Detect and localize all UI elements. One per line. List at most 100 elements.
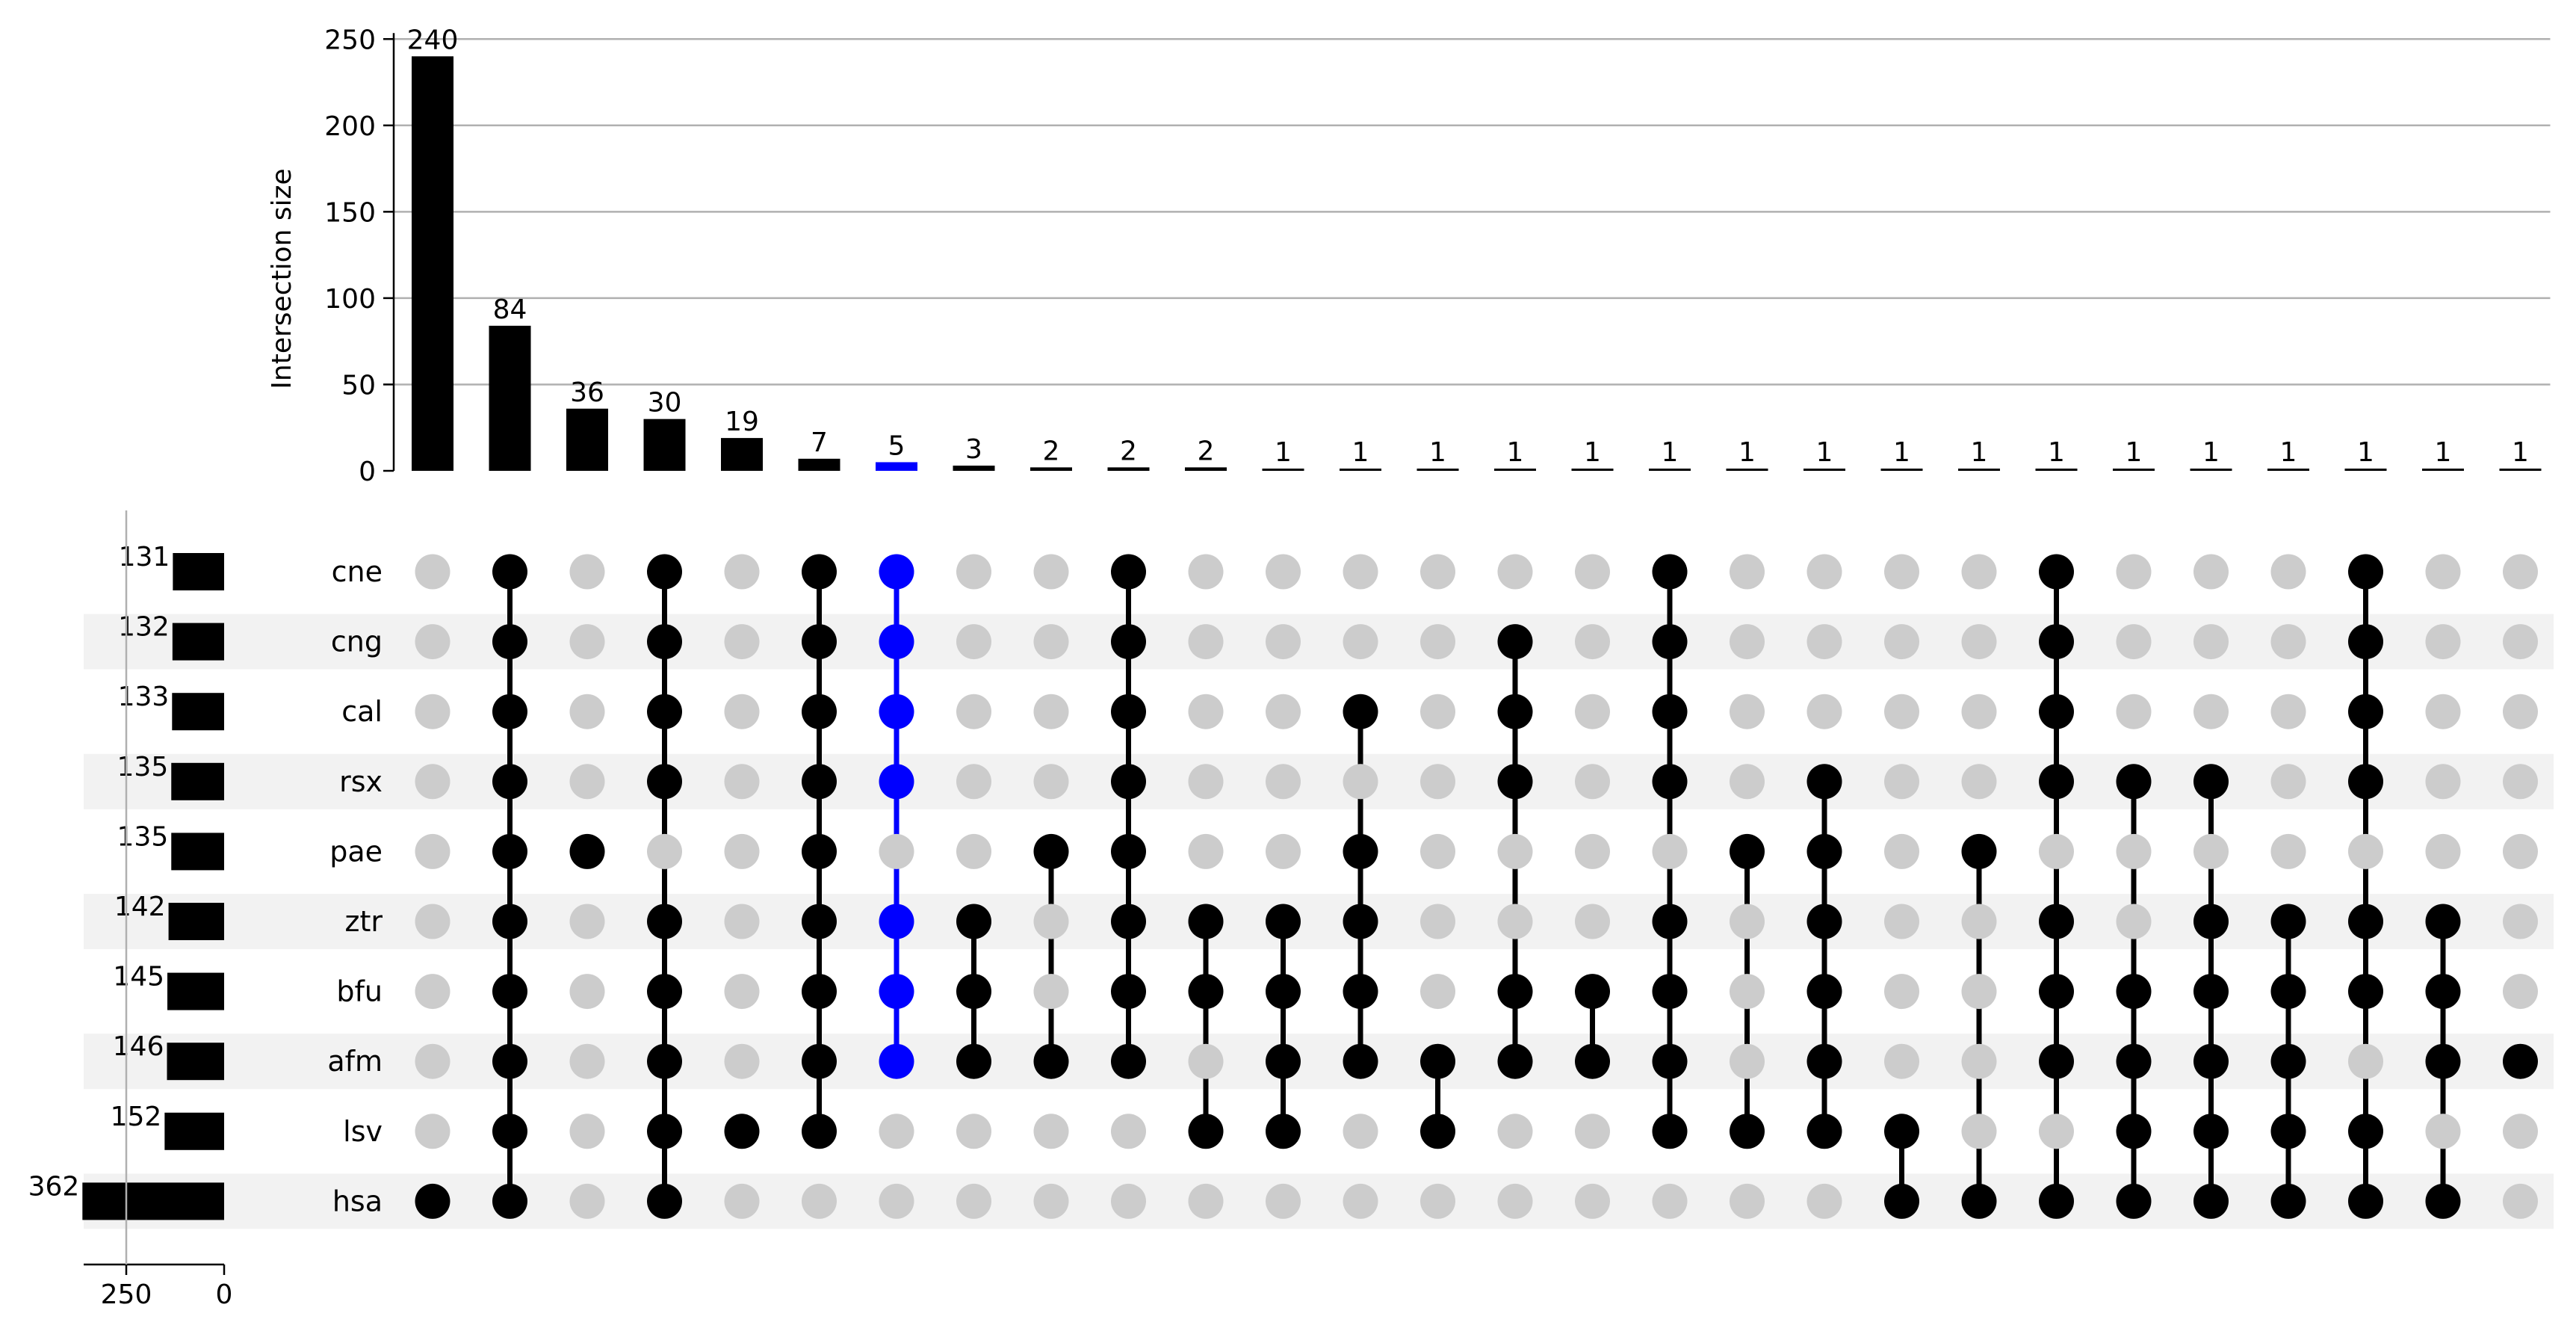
intersection-matrix	[415, 554, 2538, 1219]
matrix-dot-inactive	[1884, 974, 1919, 1010]
matrix-dot-active	[1652, 904, 1688, 939]
set-label: lsv	[343, 1115, 383, 1148]
set-label: cng	[331, 626, 383, 658]
intersection-bar	[953, 466, 995, 471]
matrix-dot-inactive	[569, 554, 605, 590]
matrix-dot-inactive	[569, 904, 605, 939]
matrix-dot-inactive	[1420, 694, 1455, 729]
bar-value-label: 36	[570, 377, 604, 408]
matrix-dot-inactive	[1652, 833, 1688, 869]
matrix-dot-active	[647, 1114, 682, 1149]
matrix-dot-inactive	[1188, 1043, 1224, 1079]
matrix-dot-active	[2425, 1043, 2461, 1079]
set-size-bar	[172, 693, 224, 731]
matrix-dot-active	[2348, 694, 2383, 729]
set-label: hsa	[332, 1185, 383, 1217]
intersection-bar	[1417, 469, 1459, 471]
matrix-dot-active	[492, 554, 527, 590]
matrix-dot-inactive	[1730, 694, 1765, 729]
intersection-bar	[1185, 467, 1227, 471]
matrix-dot-active	[1111, 833, 1146, 869]
matrix-dot-inactive	[2193, 624, 2229, 660]
matrix-dot-inactive	[1111, 1183, 1146, 1219]
matrix-dot-active	[1497, 694, 1533, 729]
matrix-dot-inactive	[2503, 694, 2538, 729]
intersection-bar	[2422, 469, 2464, 471]
matrix-dot-active	[647, 1043, 682, 1079]
matrix-dot-inactive	[1343, 624, 1378, 660]
bar-value-label: 7	[811, 427, 828, 458]
bar-value-label: 1	[1584, 437, 1601, 468]
matrix-dot-active	[1806, 1114, 1842, 1149]
intersection-bar	[643, 419, 686, 471]
matrix-dot-active	[1111, 624, 1146, 660]
matrix-dot-active	[647, 974, 682, 1010]
matrix-dot-inactive	[415, 554, 451, 590]
matrix-dot-inactive	[2503, 764, 2538, 800]
matrix-dot-active	[2116, 1114, 2152, 1149]
matrix-dot-active	[2270, 1043, 2306, 1079]
set-size-bar	[172, 623, 224, 661]
matrix-dot-inactive	[569, 974, 605, 1010]
row-stripes	[84, 614, 2554, 1229]
matrix-dot-inactive	[415, 764, 451, 800]
matrix-dot-inactive	[415, 833, 451, 869]
row-stripe	[84, 614, 2554, 670]
matrix-dot-active	[2348, 554, 2383, 590]
matrix-dot-inactive	[1961, 624, 1997, 660]
matrix-dot-inactive	[1343, 1114, 1378, 1149]
matrix-dot-active	[1266, 1114, 1301, 1149]
intersection-bar	[1880, 469, 1923, 471]
matrix-dot-inactive	[2425, 624, 2461, 660]
matrix-dot-inactive	[1033, 554, 1069, 590]
matrix-dot-inactive	[1806, 1183, 1842, 1219]
intersection-bar	[798, 458, 840, 471]
matrix-dot-inactive	[569, 694, 605, 729]
bar-value-label: 19	[725, 407, 759, 437]
matrix-dot-inactive	[1884, 833, 1919, 869]
matrix-dot-active	[1188, 1114, 1224, 1149]
matrix-dot-active	[492, 1183, 527, 1219]
matrix-dot-active	[2193, 904, 2229, 939]
matrix-dot-active	[2270, 1114, 2306, 1149]
matrix-dot-inactive	[1806, 694, 1842, 729]
matrix-dot-active	[2116, 1043, 2152, 1079]
matrix-dot-inactive	[956, 764, 991, 800]
matrix-dot-active	[1343, 904, 1378, 939]
matrix-dot-inactive	[1884, 624, 1919, 660]
matrix-dot-active	[492, 764, 527, 800]
bar-value-label: 1	[1739, 437, 1756, 468]
matrix-dot-inactive	[2503, 624, 2538, 660]
matrix-dot-inactive	[1806, 554, 1842, 590]
matrix-dot-active	[2348, 1183, 2383, 1219]
matrix-dot-inactive	[956, 1183, 991, 1219]
matrix-dot-active	[1575, 974, 1610, 1010]
matrix-dot-inactive	[1884, 694, 1919, 729]
matrix-dot-active	[2425, 1183, 2461, 1219]
matrix-dot-inactive	[1575, 554, 1610, 590]
matrix-dot-active	[2116, 764, 2152, 800]
set-size-label: 135	[117, 752, 169, 782]
y-tick-label: 0	[359, 457, 376, 487]
matrix-dot-inactive	[2116, 904, 2152, 939]
intersection-bar	[876, 462, 917, 471]
matrix-dot-active	[492, 1043, 527, 1079]
matrix-dot-active	[1652, 1043, 1688, 1079]
matrix-dot-active	[647, 554, 682, 590]
bar-value-label: 5	[888, 430, 905, 461]
set-size-label: 152	[111, 1102, 162, 1132]
matrix-dot-inactive	[2193, 554, 2229, 590]
matrix-dot-inactive	[1266, 1183, 1301, 1219]
matrix-dot-active	[2348, 624, 2383, 660]
matrix-dot-inactive	[1961, 974, 1997, 1010]
intersection-bar	[2267, 469, 2309, 471]
matrix-dot-inactive	[1343, 764, 1378, 800]
bar-value-label: 1	[1662, 437, 1679, 468]
matrix-dot-inactive	[1497, 1114, 1533, 1149]
y-tick-label: 200	[324, 111, 376, 142]
matrix-dot-active	[1730, 1114, 1765, 1149]
bar-value-label: 2	[1043, 436, 1060, 466]
matrix-dot-inactive	[1730, 764, 1765, 800]
